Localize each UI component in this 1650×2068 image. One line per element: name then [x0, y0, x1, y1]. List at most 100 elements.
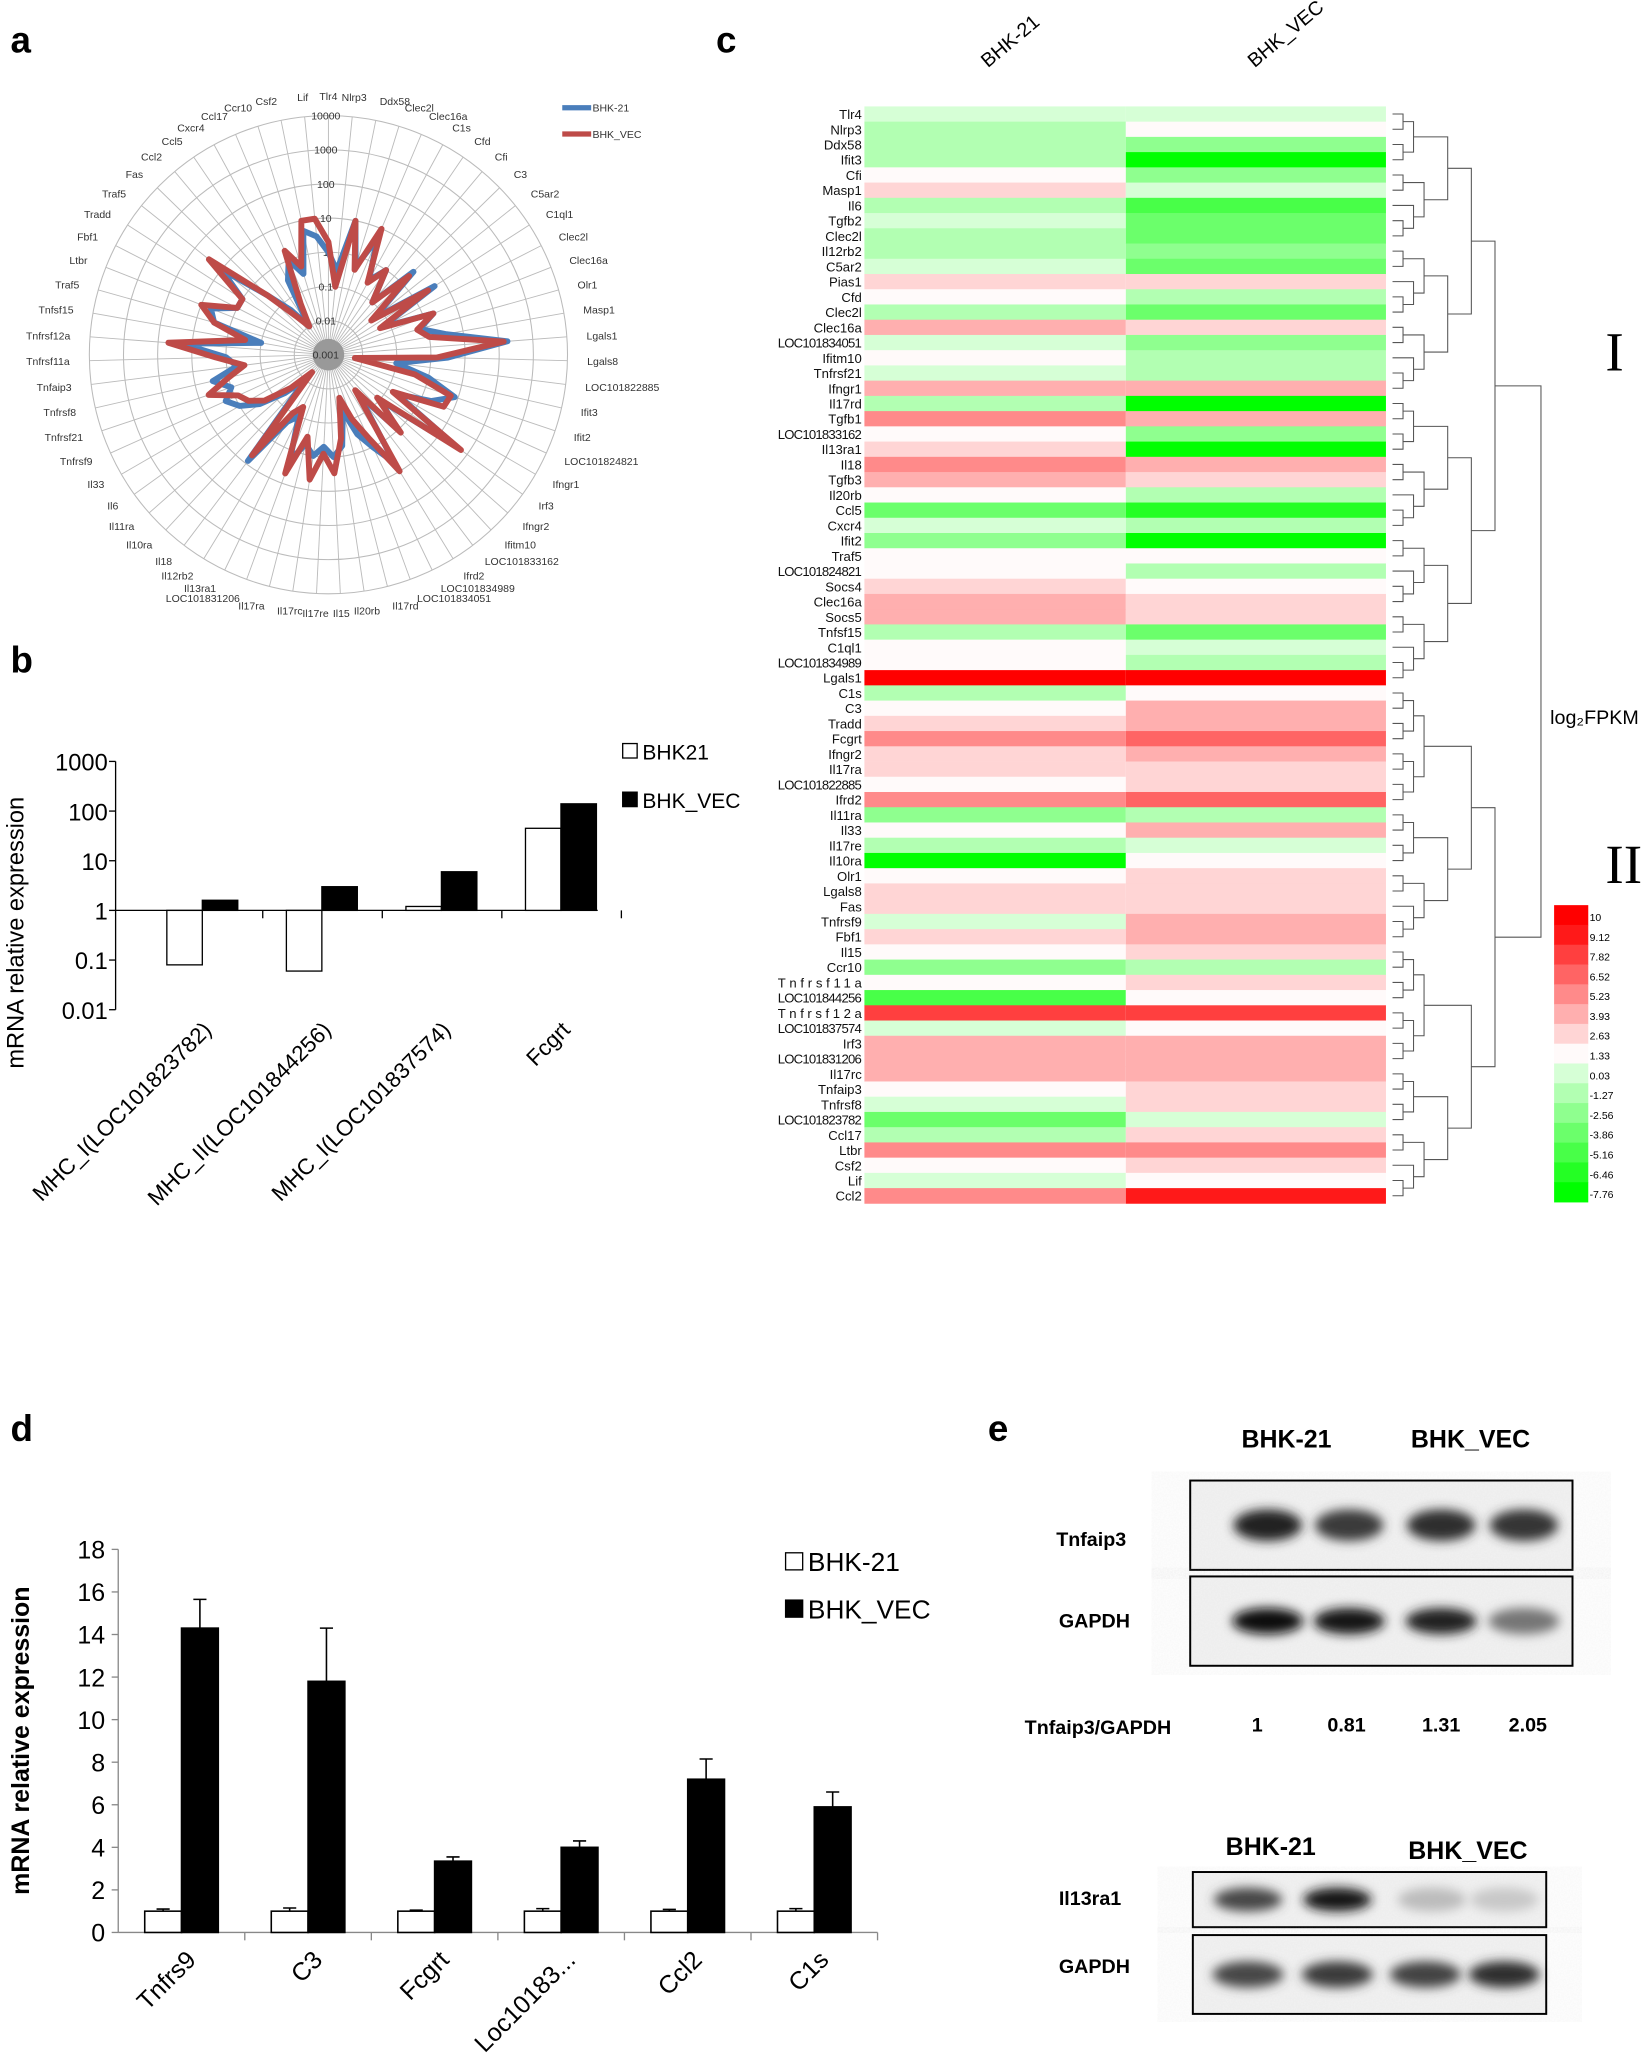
y-tick-label: 6 [91, 1792, 105, 1820]
radar-axis-label: Il33 [87, 479, 104, 491]
row-label: Tgfb2 [828, 214, 862, 229]
radar-axis-label: Tnfaip3 [37, 382, 72, 394]
radar-axis-label: C1ql1 [546, 209, 574, 221]
color-legend-block [1554, 1142, 1589, 1163]
radar-axis-label: Tlr4 [319, 91, 337, 103]
radar-axis-label: Il17rd [392, 600, 418, 612]
row-label: Ifngr1 [828, 381, 862, 396]
radar-spoke [127, 224, 329, 356]
heatmap-cell [864, 426, 1126, 442]
heatmap-cell [1125, 822, 1386, 839]
blot-band [1212, 1961, 1284, 1988]
heatmap-cell [1125, 944, 1386, 960]
dendrogram-branch [1392, 433, 1404, 450]
row-label: Cfi [846, 168, 862, 183]
dendrogram-branch [1392, 326, 1404, 344]
radar-axis-label: Irf3 [539, 501, 554, 513]
row-label: Tradd [828, 716, 862, 731]
row-label: Traf5 [832, 549, 862, 564]
dendrogram-branch [1392, 783, 1404, 801]
row-label: Il17ra [829, 762, 863, 777]
heatmap-cell [864, 898, 1126, 915]
blot-band [1488, 1607, 1560, 1635]
radar-axis-label: Tradd [84, 209, 111, 221]
row-label: Clec16a [814, 320, 863, 335]
blot-band [1313, 1607, 1385, 1635]
heatmap-cell [864, 1035, 1126, 1052]
heatmap-cell [864, 1020, 1126, 1037]
heatmap-cell [1125, 441, 1386, 458]
blot-band [1406, 1509, 1476, 1541]
radar-axis-label: Ccl5 [162, 136, 183, 148]
heatmap-cell [1125, 1157, 1386, 1174]
heatmap-cell [1125, 1172, 1386, 1189]
row-label: LOC101834989 [778, 655, 862, 670]
dendrogram-branch [1392, 981, 1404, 999]
row-label: Olr1 [837, 869, 862, 884]
radar-spoke [328, 144, 444, 355]
heatmap-cell [864, 700, 1126, 717]
heatmap-cell [1125, 746, 1386, 762]
error-bar [662, 1908, 676, 1912]
row-label: Tgfb1 [828, 412, 862, 427]
row-label: Ccl5 [836, 503, 862, 518]
dendrogram-branch [1392, 220, 1404, 237]
row-label: Il17re [829, 838, 862, 853]
x-tick-label: C3 [286, 1946, 328, 1988]
heatmap-cell [1125, 761, 1386, 778]
cluster-label: II [1605, 834, 1642, 895]
dendrogram-branch [1392, 951, 1404, 968]
color-legend-block [1554, 1023, 1589, 1045]
heatmap-cell [1125, 532, 1386, 549]
radar-spoke [327, 354, 388, 587]
dendrogram-branch [1424, 275, 1449, 353]
color-legend-tick: 0.03 [1590, 1070, 1611, 1082]
blot-band [1405, 1607, 1477, 1635]
heatmap-cell [864, 167, 1126, 183]
row-label: Lgals8 [823, 884, 862, 899]
y-tick-label: 14 [77, 1622, 105, 1650]
row-label: LOC101822885 [778, 777, 862, 792]
radar-axis-label: Il10ra [126, 539, 152, 551]
dendrogram-branch [1392, 585, 1404, 603]
heatmap-cell [864, 532, 1126, 549]
heatmap-cell [1125, 1096, 1386, 1113]
heatmap-cell [864, 685, 1126, 701]
dendrogram-branch [1392, 875, 1404, 892]
radar-axis-label: Masp1 [583, 305, 615, 317]
heatmap-cell [1125, 1127, 1386, 1143]
blot2-header-bhkvec: BHK_VEC [1408, 1837, 1527, 1865]
heatmap-cell [864, 380, 1126, 397]
radar-axis-label: Ifrd2 [463, 570, 484, 582]
heatmap-cell [1125, 319, 1386, 336]
row-label: LOC101823782 [778, 1113, 862, 1128]
panel-label-a: a [11, 20, 32, 61]
heatmap-cell [1125, 411, 1386, 427]
radar-axis-label: LOC101831206 [166, 593, 240, 605]
heatmap-cell [864, 1127, 1126, 1143]
radar-axis-label: LOC101834989 [441, 583, 515, 595]
color-legend-tick: -6.46 [1590, 1169, 1614, 1181]
heatmap-cell [864, 990, 1126, 1006]
radar-axis-label: Il20rb [354, 606, 380, 618]
heatmap-cell [1125, 1188, 1386, 1204]
radar-axis-label: Ifit2 [574, 432, 591, 444]
dendrogram-branch [1413, 715, 1425, 778]
dendrogram-branch [1392, 509, 1404, 526]
color-legend-block [1554, 924, 1589, 946]
ratio-value: 0.81 [1327, 1714, 1365, 1736]
radar-axis-label: Il12rb2 [161, 570, 193, 582]
heatmap-cell [1125, 852, 1386, 869]
heatmap-cell [864, 822, 1126, 839]
bar-bhk-21 [523, 1910, 562, 1934]
heatmap-cell [1125, 898, 1386, 915]
radar-tick-label: 1000 [314, 145, 338, 157]
y-tick-label: 1 [95, 900, 108, 926]
heatmap-cell [1125, 1050, 1386, 1067]
heatmap-cell [1125, 548, 1386, 564]
heatmap-cell [1125, 213, 1386, 229]
color-legend-block [1554, 1043, 1589, 1064]
dendrogram-root [1494, 385, 1542, 938]
dendrogram-branch [1471, 807, 1496, 1068]
radar-spoke [328, 354, 536, 475]
